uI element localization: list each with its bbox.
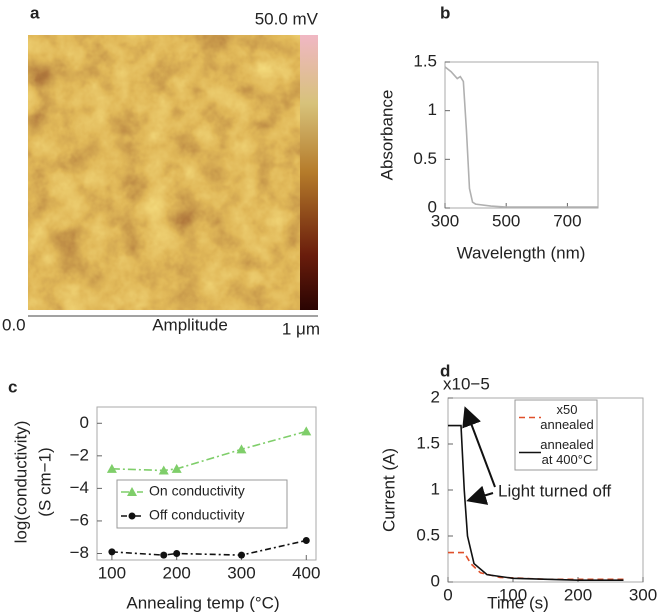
y-tick-label: 0 — [80, 413, 89, 432]
y-axis-label: log(conductivity) — [11, 421, 30, 544]
x-tick-label: 300 — [629, 585, 657, 604]
series-line — [448, 553, 624, 580]
y-tick-label: 1.5 — [413, 51, 437, 70]
legend-marker — [129, 513, 136, 520]
marker — [303, 537, 310, 544]
panel-label: c — [8, 377, 17, 396]
x-axis-label: Annealing temp (°C) — [126, 593, 279, 612]
axis-label: Amplitude — [152, 315, 228, 334]
marker — [173, 550, 180, 557]
y-tick-label: 0 — [428, 197, 437, 216]
x-axis-label: Wavelength (nm) — [457, 243, 586, 262]
marker — [301, 426, 311, 435]
panel-label: a — [30, 3, 40, 22]
x-tick-label: 200 — [163, 563, 191, 582]
series-line — [112, 431, 306, 470]
figure: a 50.0 mV 0.0 Amplitude 1 μm b 300 500 700 0… — [0, 0, 664, 614]
colorbar-max: 50.0 mV — [255, 9, 319, 28]
arrow — [470, 493, 493, 500]
legend-label: annealed at 400°C — [537, 437, 597, 467]
x-tick-label: 0 — [443, 585, 452, 604]
annotation: Light turned off — [498, 481, 611, 500]
y-tick-label: 1 — [428, 100, 437, 119]
x-tick-label: 200 — [564, 585, 592, 604]
y-tick-label: 0.5 — [413, 149, 437, 168]
y-axis-label: Current (A) — [379, 448, 398, 532]
axis-end: 1 μm — [282, 319, 320, 338]
y-tick-label: 2 — [431, 387, 440, 406]
marker — [236, 444, 246, 453]
y-tick-label: −6 — [70, 510, 89, 529]
series-line — [112, 540, 306, 555]
y-axis-label: (S cm−1) — [35, 447, 54, 516]
y-tick-label: −2 — [70, 445, 89, 464]
plot-frame — [445, 62, 598, 208]
x-axis-label: Time (s) — [487, 593, 549, 612]
y-tick-label: 0 — [431, 571, 440, 590]
series-line — [445, 67, 598, 207]
y-multiplier: x10−5 — [443, 374, 490, 393]
legend-label: x50 annealed at 180°C — [537, 402, 597, 435]
marker — [238, 552, 245, 559]
y-tick-label: 1.5 — [416, 433, 440, 452]
x-tick-label: 700 — [553, 211, 581, 230]
marker — [160, 552, 167, 559]
y-tick-label: 0.5 — [416, 525, 440, 544]
x-tick-label: 100 — [98, 563, 126, 582]
legend-label: On conductivity — [149, 483, 245, 499]
colorbar — [300, 35, 318, 310]
x-tick-label: 500 — [492, 211, 520, 230]
afm-image — [28, 35, 300, 310]
x-tick-label: 300 — [227, 563, 255, 582]
legend-label: Off conductivity — [149, 507, 244, 523]
legend-item: x50 annealed at 180°C — [537, 402, 597, 435]
y-axis-label: Absorbance — [377, 90, 396, 181]
marker — [108, 548, 115, 555]
legend-item: annealed at 400°C — [537, 437, 597, 470]
y-tick-label: −8 — [70, 543, 89, 562]
x-tick-label: 400 — [292, 563, 320, 582]
afm-panel: a 50.0 mV 0.0 Amplitude 1 μm — [2, 3, 320, 338]
axis-start: 0.0 — [2, 315, 26, 334]
y-tick-label: −4 — [70, 478, 89, 497]
y-tick-label: 1 — [431, 479, 440, 498]
arrow — [466, 410, 495, 487]
panel-label: b — [440, 3, 450, 22]
